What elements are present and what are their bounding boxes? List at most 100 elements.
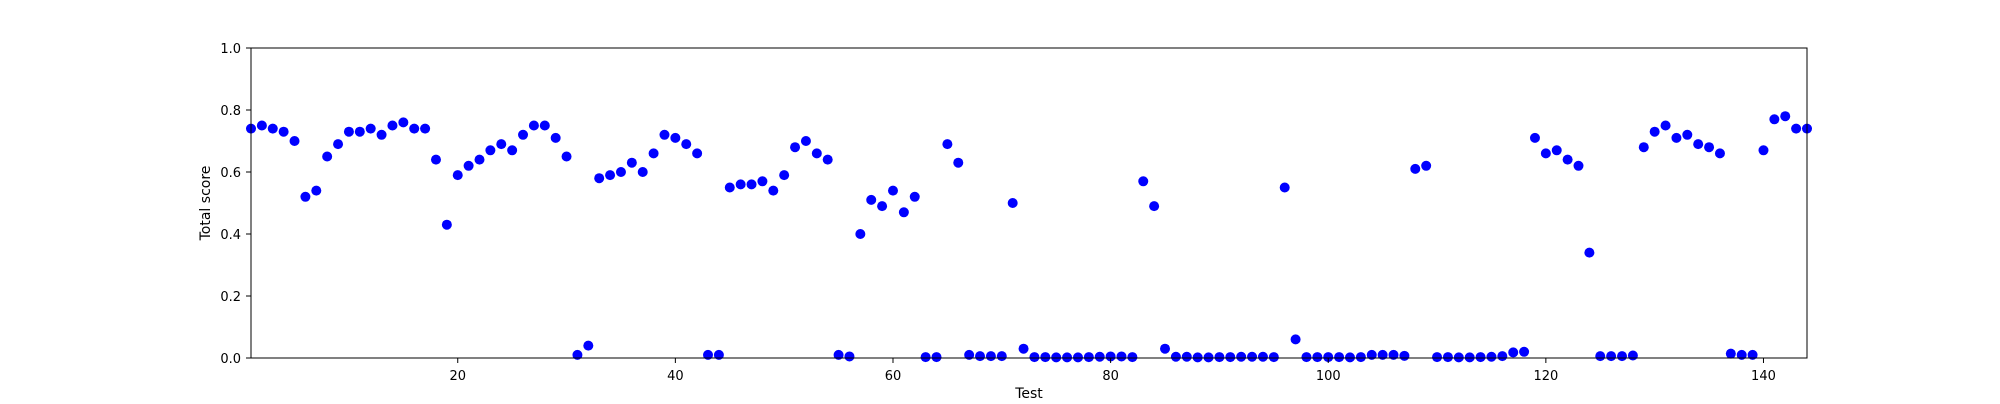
data-point [1584,247,1595,258]
x-tick-label: 100 [1316,369,1341,384]
data-point [790,142,801,153]
data-point [1540,148,1551,159]
data-point [746,179,757,190]
data-point [1268,352,1279,363]
data-point [1018,343,1029,354]
x-tick-label: 40 [667,369,684,384]
data-point [267,123,278,134]
data-point [975,351,986,362]
data-point [833,349,844,360]
data-point [866,194,877,205]
data-point [898,207,909,218]
data-point [703,349,714,360]
data-point [1366,349,1377,360]
x-tick-label: 80 [1102,369,1119,384]
data-point [594,173,605,184]
data-point [964,349,975,360]
data-point [1421,160,1432,171]
data-point [1323,352,1334,363]
data-point [1051,352,1062,363]
data-point [343,126,354,137]
data-point [550,132,561,143]
data-point [670,132,681,143]
data-point [1475,352,1486,363]
data-point [289,136,300,146]
data-point [1105,351,1116,362]
data-point [1257,351,1268,362]
data-point [1181,351,1192,362]
data-point [1660,120,1671,131]
data-point [1192,352,1203,363]
data-point [637,167,648,177]
y-tick-label: 0.0 [220,352,241,367]
data-point [518,129,529,140]
data-point [1791,123,1802,134]
data-point [300,191,311,202]
data-point [311,185,322,196]
data-point [1529,132,1540,143]
data-point [822,154,833,165]
data-point [1040,352,1051,363]
x-tick-label: 60 [885,369,902,384]
data-point [1497,351,1508,362]
data-point [452,170,463,181]
x-tick-label: 20 [449,369,466,384]
data-point [1704,142,1715,153]
x-tick-label: 140 [1751,369,1776,384]
data-point [1747,349,1758,360]
data-points [246,111,1812,363]
y-tick-label: 0.8 [220,104,241,119]
data-point [1573,160,1584,171]
data-point [1736,349,1747,360]
data-point [1714,148,1725,159]
data-point [409,123,420,134]
data-point [1334,352,1345,363]
data-point [1225,352,1236,363]
data-point [1236,351,1247,362]
data-point [398,117,409,128]
data-point [1606,351,1617,362]
data-point [376,129,387,140]
y-tick-label: 0.6 [220,166,241,181]
data-point [1007,198,1018,208]
y-tick-label: 0.2 [220,290,241,305]
data-point [1769,114,1780,125]
data-point [1682,129,1693,140]
data-point [463,160,474,171]
data-point [256,120,267,131]
data-point [1486,351,1497,362]
data-point [1029,352,1040,363]
data-point [1638,142,1649,153]
data-point [507,145,518,156]
data-point [811,148,822,159]
data-point [441,219,452,230]
data-point [1072,352,1083,363]
data-point [735,179,746,190]
data-point [615,167,626,177]
data-point [779,170,790,181]
data-point [1290,334,1301,345]
data-point [333,139,344,150]
data-point [713,349,724,360]
data-point [931,352,942,363]
data-point [681,139,692,150]
data-point [1388,349,1399,360]
data-point [528,120,539,131]
data-point [496,139,507,150]
x-axis-label: Test [1014,386,1043,400]
data-point [1627,350,1638,361]
data-point [724,182,735,193]
data-point [583,340,594,351]
data-point [1062,352,1073,363]
data-point [1203,352,1214,363]
data-point [1758,145,1769,156]
data-point [572,349,583,360]
data-point [387,120,398,131]
data-point [1725,348,1736,359]
data-point [942,139,953,150]
data-point [800,136,811,146]
data-point [354,126,365,137]
data-point [757,176,768,187]
data-point [1247,351,1258,362]
y-tick-label: 0.4 [220,228,241,243]
